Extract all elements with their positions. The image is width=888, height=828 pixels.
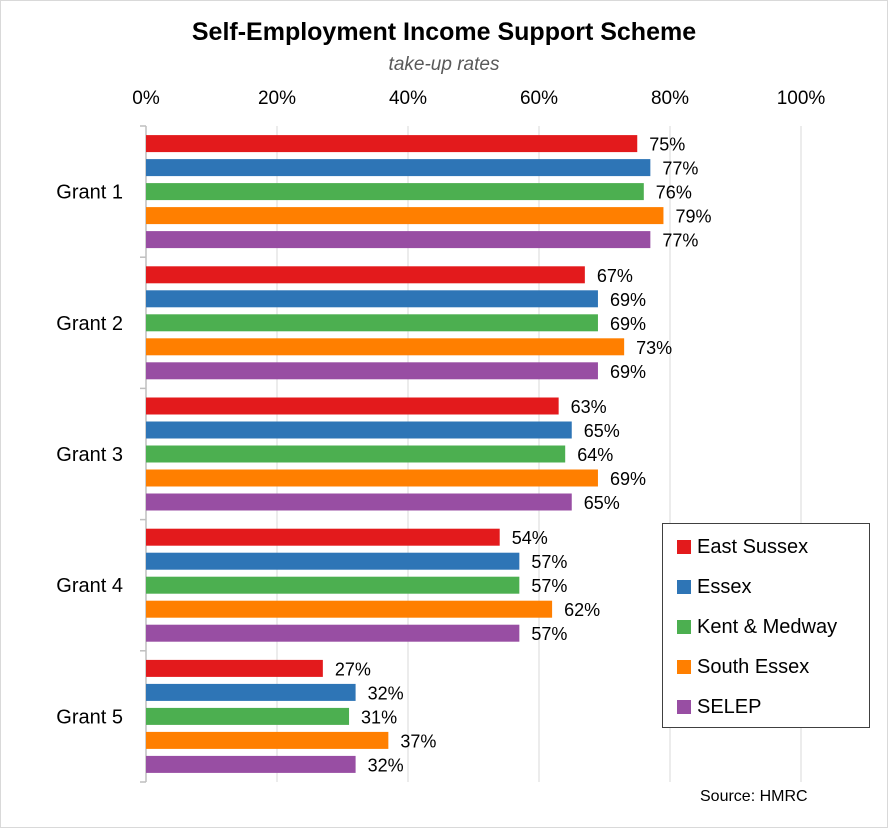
category-label: Grant 3 — [56, 444, 123, 466]
category-label: Grant 2 — [56, 313, 123, 335]
bar — [146, 707, 350, 725]
bar — [146, 576, 520, 594]
bar — [146, 362, 598, 380]
bar — [146, 135, 638, 153]
source-note: Source: HMRC — [700, 788, 808, 805]
data-label: 54% — [512, 528, 548, 548]
x-tick-label: 100% — [777, 88, 826, 109]
legend-label: SELEP — [697, 695, 762, 718]
bar — [146, 445, 566, 463]
data-label: 67% — [597, 266, 633, 286]
x-tick-label: 40% — [389, 88, 427, 109]
legend-swatch — [677, 660, 691, 674]
bar — [146, 183, 644, 201]
data-label: 65% — [584, 421, 620, 441]
data-label: 37% — [400, 731, 436, 751]
legend-swatch — [677, 620, 691, 634]
data-label: 75% — [649, 135, 685, 155]
bar — [146, 397, 559, 415]
data-label: 57% — [531, 624, 567, 644]
x-tick-label: 20% — [258, 88, 296, 109]
data-label: 69% — [610, 362, 646, 382]
bar — [146, 493, 572, 511]
data-label: 77% — [662, 231, 698, 251]
data-label: 62% — [564, 600, 600, 620]
legend-label: Kent & Medway — [697, 615, 838, 638]
legend-item: Kent & Medway — [677, 615, 837, 639]
data-label: 57% — [531, 552, 567, 572]
chart-subtitle: take-up rates — [388, 54, 500, 75]
legend-item: Essex — [677, 575, 751, 599]
bar — [146, 659, 323, 677]
bar — [146, 231, 651, 249]
data-label: 69% — [610, 290, 646, 310]
data-label: 65% — [584, 493, 620, 513]
data-label: 64% — [577, 445, 613, 465]
bar — [146, 338, 625, 356]
bar — [146, 469, 598, 487]
category-label: Grant 4 — [56, 575, 123, 597]
bar — [146, 207, 664, 225]
data-label: 63% — [571, 397, 607, 417]
legend-item: SELEP — [677, 695, 761, 719]
category-label: Grant 5 — [56, 706, 123, 728]
chart-title: Self-Employment Income Support Scheme — [191, 18, 697, 46]
legend-item: South Essex — [677, 655, 809, 679]
data-label: 57% — [531, 576, 567, 596]
bar — [146, 731, 389, 749]
data-label: 76% — [656, 183, 692, 203]
bar — [146, 755, 356, 773]
category-label: Grant 1 — [56, 182, 123, 204]
legend-swatch — [677, 540, 691, 554]
legend-label: East Sussex — [697, 535, 809, 558]
data-label: 31% — [361, 707, 397, 727]
bar — [146, 624, 520, 642]
legend-label: South Essex — [697, 655, 810, 678]
bar — [146, 528, 500, 546]
chart-legend: East Sussex Essex Kent & Medway South Essex… — [662, 523, 870, 728]
bar — [146, 314, 598, 332]
bar — [146, 600, 553, 618]
bar — [146, 266, 585, 284]
data-label: 73% — [636, 338, 672, 358]
x-tick-label: 80% — [651, 88, 689, 109]
bar — [146, 290, 598, 308]
legend-swatch — [677, 580, 691, 594]
data-label: 69% — [610, 469, 646, 489]
data-label: 27% — [335, 659, 371, 679]
bar — [146, 683, 356, 701]
x-tick-label: 60% — [520, 88, 558, 109]
x-tick-label: 0% — [132, 88, 160, 109]
bar — [146, 159, 651, 177]
legend-item: East Sussex — [677, 535, 808, 559]
bar — [146, 421, 572, 439]
data-label: 32% — [368, 683, 404, 703]
bar — [146, 552, 520, 570]
data-label: 79% — [675, 207, 711, 227]
legend-label: Essex — [697, 575, 752, 598]
data-label: 32% — [368, 755, 404, 775]
legend-swatch — [677, 700, 691, 714]
data-label: 69% — [610, 314, 646, 334]
data-label: 77% — [662, 159, 698, 179]
